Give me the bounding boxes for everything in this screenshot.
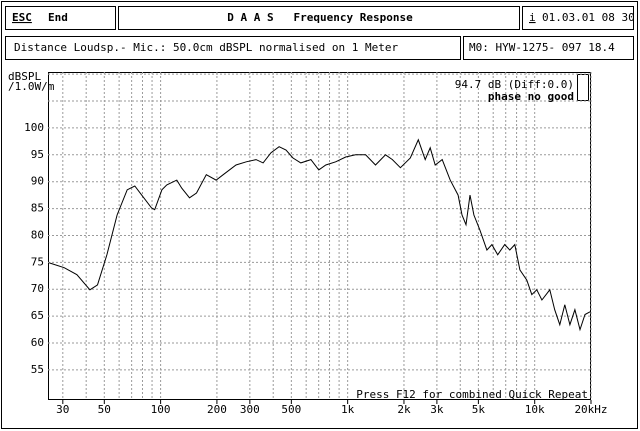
date-box — [522, 6, 634, 30]
x-tick-label: 10k — [525, 403, 545, 416]
y-tick-label: 55 — [31, 363, 44, 376]
annotation: 94.7 dB (Diff:0.0) — [455, 78, 574, 91]
date-time: 01.03.01 08 30 — [542, 11, 635, 24]
x-tick-label: 20kHz — [574, 403, 607, 416]
y-axis-label: /1.0W/m — [8, 80, 55, 93]
plot-frame — [48, 72, 591, 400]
model-box — [463, 36, 634, 60]
x-tick-label: 500 — [281, 403, 301, 416]
annotation: phase no good — [488, 90, 574, 103]
y-tick-label: 60 — [31, 336, 44, 349]
distance-box — [5, 36, 461, 60]
esc-box[interactable] — [5, 6, 116, 30]
x-tick-label: 100 — [151, 403, 171, 416]
distance-info: Distance Loudsp.- Mic.: 50.0cm dBSPL nor… — [14, 41, 398, 54]
y-tick-label: 100 — [24, 121, 44, 134]
app-title: D A A S Frequency Response — [227, 11, 413, 24]
x-tick-label: 300 — [240, 403, 260, 416]
x-tick-label: 50 — [98, 403, 111, 416]
x-tick-label: 3k — [430, 403, 444, 416]
y-axis-label: dBSPL — [8, 70, 41, 83]
esc-key[interactable]: ESC — [12, 11, 32, 24]
y-tick-label: 70 — [31, 282, 44, 295]
title-box — [118, 6, 520, 30]
x-tick-label: 2k — [397, 403, 411, 416]
scroll-box[interactable] — [577, 74, 589, 101]
y-tick-label: 80 — [31, 228, 44, 241]
x-tick-label: 1k — [341, 403, 355, 416]
y-tick-label: 95 — [31, 148, 44, 161]
y-tick-label: 75 — [31, 255, 44, 268]
response-curve — [49, 138, 591, 332]
end-label[interactable]: End — [48, 11, 68, 24]
y-tick-label: 65 — [31, 309, 44, 322]
x-tick-label: 5k — [472, 403, 486, 416]
model-info: M0: HYW-1275- 097 18.4 — [469, 41, 615, 54]
annotation: Press F12 for combined Quick Repeat — [356, 388, 588, 401]
y-tick-label: 90 — [31, 175, 44, 188]
x-tick-label: 30 — [56, 403, 69, 416]
x-tick-label: 200 — [207, 403, 227, 416]
info-key[interactable]: i — [529, 11, 536, 24]
y-tick-label: 85 — [31, 202, 44, 215]
